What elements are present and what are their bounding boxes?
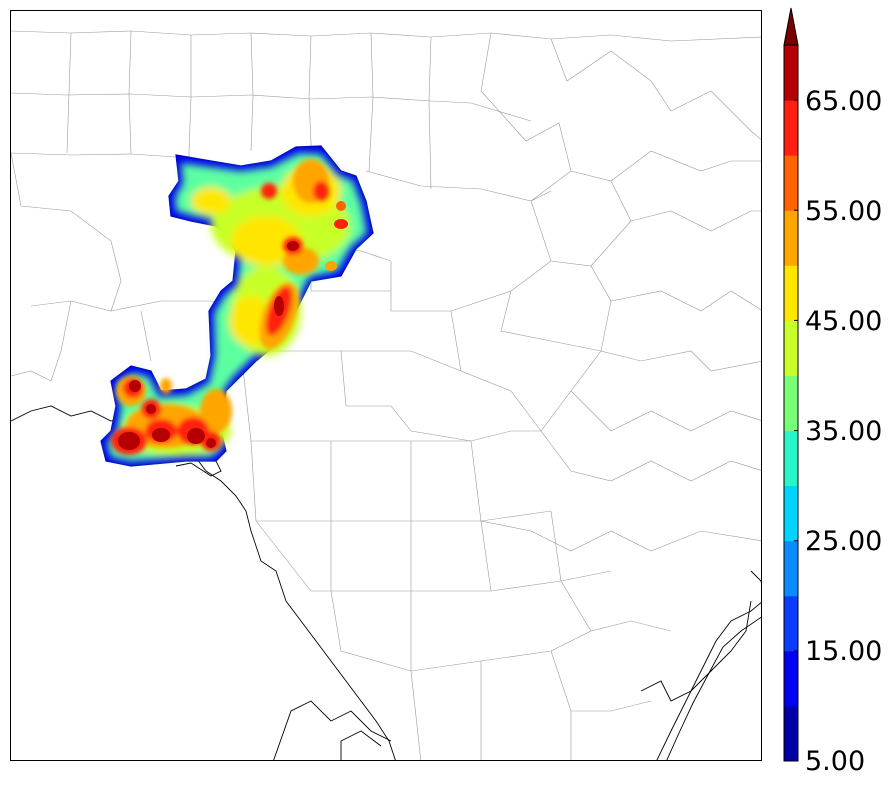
map-panel — [10, 10, 762, 761]
border-lines — [11, 405, 761, 760]
colorbar-bins — [784, 45, 798, 762]
colorbar-tick-label: 35.00 — [805, 416, 882, 447]
colorbar-bin — [784, 375, 798, 432]
map-svg — [11, 30, 761, 760]
colorbar-tick-label: 65.00 — [805, 86, 882, 117]
colorbar-bin — [784, 485, 798, 542]
colorbar-bin — [784, 595, 798, 652]
colorbar-tick-label: 25.00 — [805, 526, 882, 557]
colorbar-tick-label: 15.00 — [805, 636, 882, 667]
colorbar-tick-label: 45.00 — [805, 306, 882, 337]
colorbar-extend-arrow — [783, 7, 799, 46]
colorbar-bin — [784, 320, 798, 376]
colorbar-bin — [784, 100, 798, 156]
colorbar-tick-label: 55.00 — [805, 196, 882, 227]
colorbar-bin — [784, 45, 798, 101]
colorbar-bin — [784, 705, 798, 762]
colorbar-frame — [783, 44, 799, 762]
colorbar-bin — [784, 155, 798, 211]
colorbar-bin — [784, 210, 798, 266]
colorbar-bin — [784, 650, 798, 707]
colorbar-bin — [784, 430, 798, 487]
radar-field — [100, 145, 374, 467]
colorbar-bin — [784, 540, 798, 597]
colorbar-tick-label-min: 5.00 — [805, 746, 865, 777]
colorbar-ticks — [794, 99, 798, 762]
colorbar-bin — [784, 265, 798, 321]
